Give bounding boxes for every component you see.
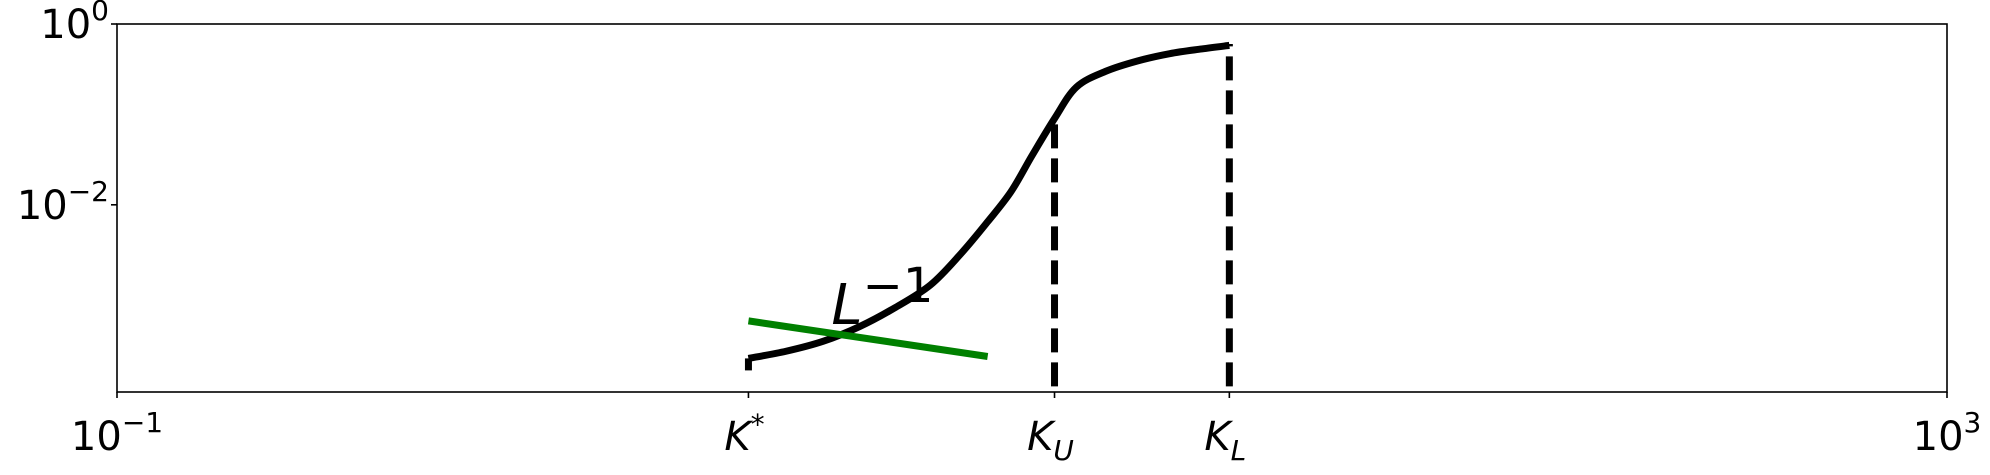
x-marker-label: KL (1204, 414, 1246, 467)
x-tick-label: 103 (1913, 406, 1982, 460)
y-tick-label: 10−2 (17, 175, 109, 229)
x-tick-label: 10−1 (71, 406, 163, 460)
plot-area-frame (116, 23, 1948, 393)
x-marker-label: K* (724, 408, 764, 460)
series-line-black (747, 41, 1230, 362)
y-tick-label: 100 (40, 0, 109, 48)
slope-annotation: L−1 (831, 258, 933, 338)
series-line-green (747, 317, 989, 360)
x-marker-label: KU (1027, 414, 1074, 467)
